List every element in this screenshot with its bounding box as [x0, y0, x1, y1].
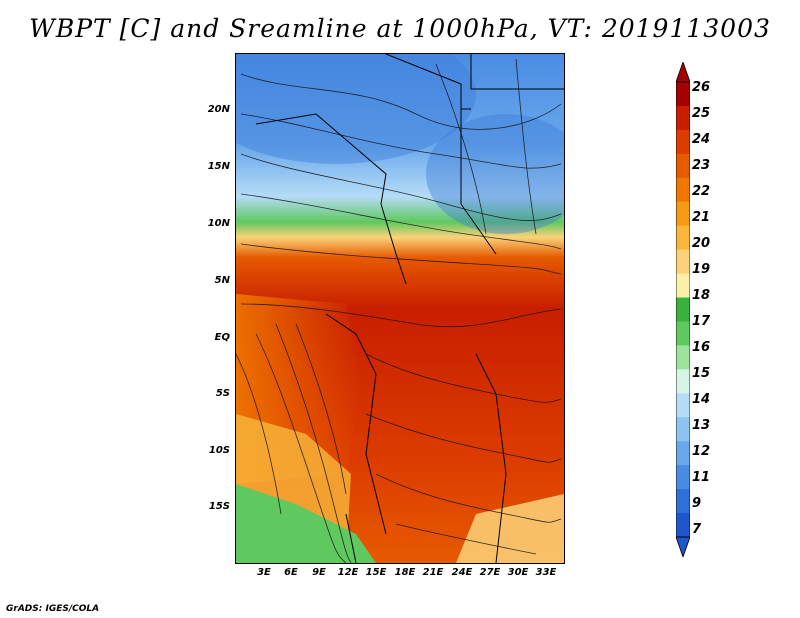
colorbar-segment	[676, 417, 690, 442]
map-field	[236, 54, 564, 563]
x-tick-label: 24E	[451, 567, 473, 578]
colorbar-label: 13	[692, 418, 711, 433]
colorbar-segment	[676, 82, 690, 107]
colorbar-label: 16	[692, 340, 711, 355]
colorbar-segment	[676, 177, 690, 203]
grads-credit: GrADS: IGES/COLA	[6, 604, 100, 614]
colorbar-segment	[676, 201, 690, 227]
colorbar-segment	[676, 105, 690, 131]
y-tick-label: 5S	[215, 388, 230, 399]
x-tick-label: 3E	[257, 567, 271, 578]
x-tick-label: 9E	[312, 567, 326, 578]
colorbar-label: 7	[692, 522, 702, 537]
colorbar-label: 24	[692, 132, 711, 147]
colorbar-label: 25	[692, 106, 711, 121]
colorbar-graphic	[675, 60, 691, 559]
colorbar-label: 23	[692, 158, 711, 173]
y-tick-label: 15N	[207, 161, 230, 172]
colorbar-label: 15	[692, 366, 711, 381]
colorbar-label: 9	[692, 496, 702, 511]
colorbar-segment	[676, 273, 690, 299]
colorbar-top-arrow	[675, 60, 691, 83]
colorbar-segment	[676, 321, 690, 346]
colorbar-label: 12	[692, 444, 711, 459]
colorbar-label: 17	[692, 314, 711, 329]
colorbar-segment	[676, 297, 690, 322]
y-tick-label: 20N	[207, 104, 230, 115]
x-tick-label: 6E	[284, 567, 298, 578]
y-tick-label: 15S	[208, 501, 230, 512]
colorbar-segment	[676, 513, 690, 538]
colorbar-label: 14	[692, 392, 711, 407]
colorbar-segment	[676, 393, 690, 418]
colorbar-segment	[676, 345, 690, 370]
colorbar-label: 26	[692, 80, 711, 95]
colorbar-segment	[676, 129, 690, 155]
x-tick-label: 15E	[365, 567, 387, 578]
colorbar-label: 18	[692, 288, 711, 303]
x-tick-label: 27E	[479, 567, 501, 578]
x-tick-label: 18E	[394, 567, 416, 578]
y-tick-label: 10N	[207, 218, 230, 229]
plot-title: WBPT [C] and Sreamline at 1000hPa, VT: 2…	[29, 14, 771, 43]
colorbar-segment	[676, 441, 690, 466]
y-tick-label: 5N	[214, 275, 230, 286]
colorbar	[675, 60, 691, 559]
colorbar-label: 21	[692, 210, 711, 225]
colorbar-label: 20	[692, 236, 711, 251]
colorbar-segment	[676, 489, 690, 514]
y-tick-label: EQ	[214, 332, 230, 343]
colorbar-label: 19	[692, 262, 711, 277]
colorbar-segment	[676, 369, 690, 394]
colorbar-segment	[676, 225, 690, 251]
map-panel	[235, 53, 565, 564]
x-tick-label: 21E	[422, 567, 444, 578]
colorbar-segment	[676, 249, 690, 275]
x-tick-label: 30E	[507, 567, 529, 578]
colorbar-segment	[676, 465, 690, 490]
colorbar-label: 11	[692, 470, 711, 485]
x-tick-label: 33E	[535, 567, 557, 578]
colorbar-segment	[676, 153, 690, 179]
colorbar-bottom-arrow	[675, 536, 691, 559]
y-tick-label: 10S	[208, 445, 230, 456]
colorbar-label: 22	[692, 184, 711, 199]
x-tick-label: 12E	[337, 567, 359, 578]
